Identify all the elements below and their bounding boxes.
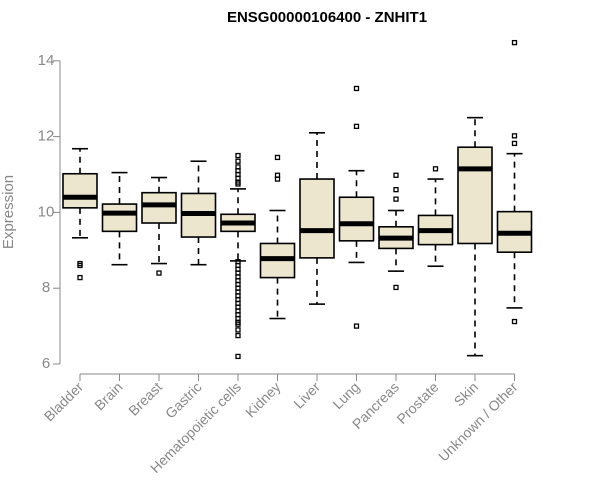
x-tick-label: Lung	[329, 379, 362, 412]
outlier-point	[432, 166, 439, 172]
iqr-box	[62, 172, 98, 209]
outlier-point	[274, 176, 281, 182]
outlier-point	[511, 133, 518, 139]
outlier-point	[393, 196, 399, 202]
outlier-point	[511, 39, 518, 46]
y-axis-label: Expression	[0, 175, 17, 249]
box-group	[299, 132, 335, 305]
outlier-point	[235, 181, 241, 187]
box-group	[417, 166, 454, 268]
box-group	[378, 172, 414, 291]
box-group	[62, 147, 98, 281]
outlier-point	[235, 327, 241, 333]
iqr-box	[101, 203, 138, 233]
outlier-point	[77, 274, 83, 281]
outlier-point	[393, 187, 399, 193]
x-tick-label: Kidney	[242, 379, 284, 421]
box-group	[457, 116, 493, 357]
outlier-point	[156, 270, 162, 276]
box-group	[180, 160, 217, 266]
y-tick-label: 6	[42, 355, 50, 372]
y-tick-label: 10	[38, 203, 55, 220]
box-group	[496, 39, 533, 325]
plot-area	[62, 39, 533, 360]
x-tick-label: Liver	[290, 379, 323, 412]
outlier-point	[274, 154, 281, 161]
outlier-point	[77, 262, 83, 269]
box-group	[338, 85, 375, 329]
iqr-box	[338, 196, 375, 242]
outlier-point	[353, 123, 360, 130]
outlier-point	[353, 323, 360, 329]
x-tick-label: Skin	[451, 379, 482, 410]
box-group	[101, 171, 138, 266]
box-group	[259, 154, 296, 320]
outlier-point	[235, 321, 241, 327]
outlier-point	[235, 158, 241, 164]
outlier-point	[235, 152, 241, 159]
iqr-box	[299, 178, 335, 259]
iqr-box	[141, 191, 177, 224]
iqr-box	[457, 146, 493, 245]
chart-title: ENSG00000106400 - ZNHIT1	[227, 9, 427, 26]
outlier-point	[393, 172, 399, 178]
outlier-point	[511, 318, 518, 325]
outlier-point	[353, 85, 360, 92]
x-tick-label: Brain	[91, 379, 125, 413]
y-tick-label: 14	[38, 52, 55, 69]
box-group	[141, 176, 177, 276]
outlier-point	[511, 140, 518, 147]
x-tick-label: Bladder	[41, 379, 87, 425]
outlier-point	[235, 353, 241, 360]
outlier-point	[393, 284, 399, 291]
y-tick-label: 12	[38, 128, 55, 145]
outlier-point	[235, 332, 241, 339]
x-tick-label: Prostate	[393, 379, 441, 427]
y-tick-label: 8	[42, 279, 50, 296]
box-group	[220, 152, 256, 360]
x-tick-label: Breast	[125, 379, 165, 419]
